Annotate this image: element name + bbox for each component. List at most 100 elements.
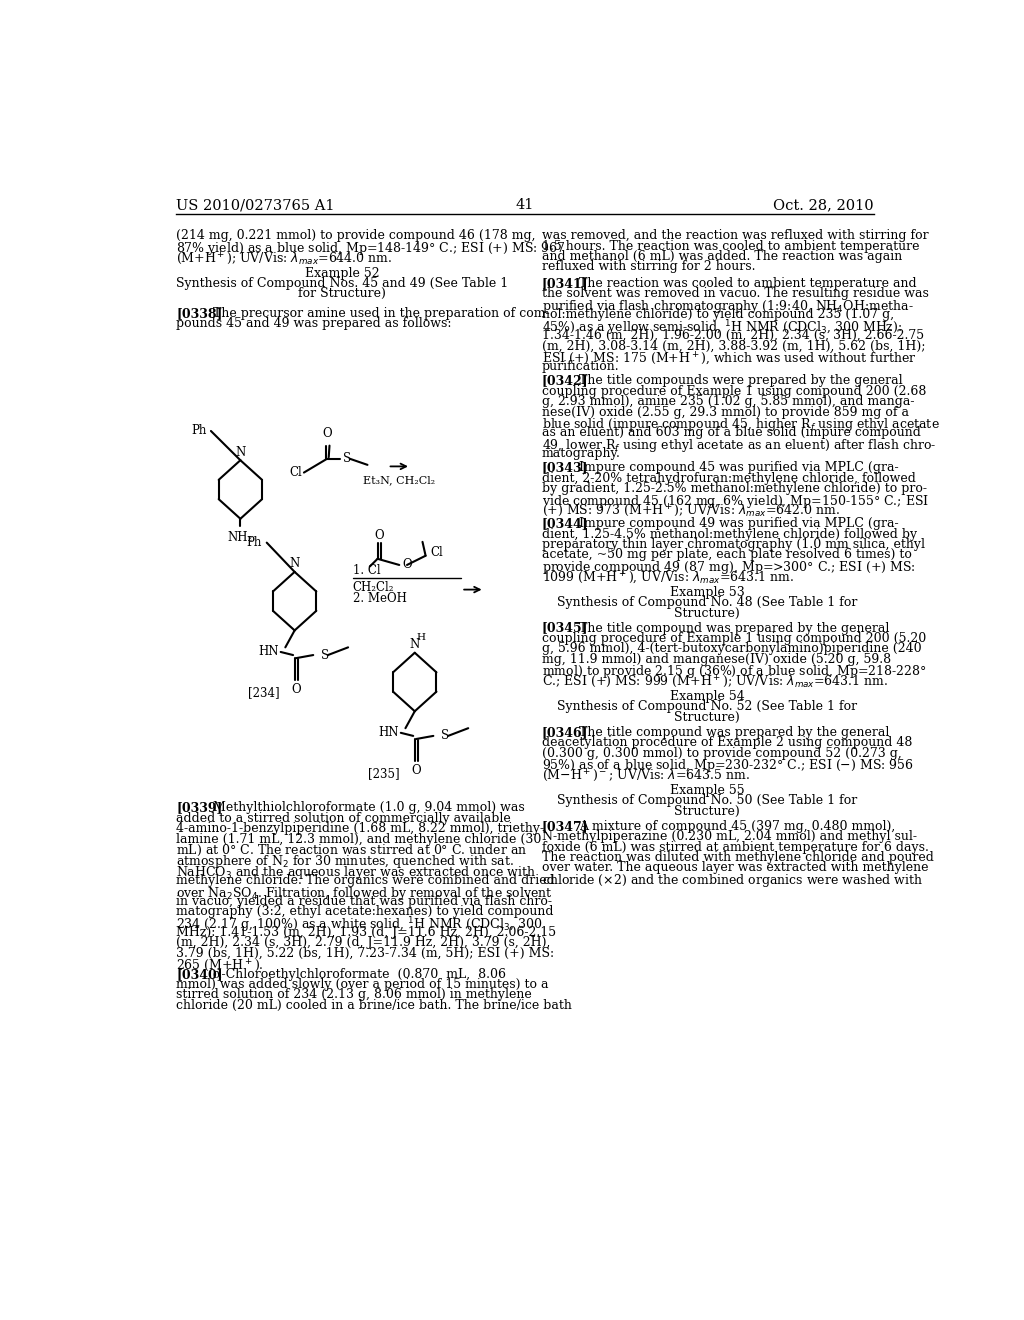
Text: Ph: Ph bbox=[247, 536, 262, 549]
Text: O: O bbox=[292, 682, 301, 696]
Text: N: N bbox=[290, 557, 300, 570]
Text: nol:methylene chloride) to yield compound 235 (1.07 g,: nol:methylene chloride) to yield compoun… bbox=[542, 308, 894, 321]
Text: US 2010/0273765 A1: US 2010/0273765 A1 bbox=[176, 198, 335, 213]
Text: refluxed with stirring for 2 hours.: refluxed with stirring for 2 hours. bbox=[542, 260, 756, 273]
Text: 87% yield) as a blue solid, Mp=148-149$\degree$ C.; ESI (+) MS: 967: 87% yield) as a blue solid, Mp=148-149$\… bbox=[176, 240, 565, 256]
Text: [0347]: [0347] bbox=[542, 820, 589, 833]
Text: (m, 2H), 2.34 (s, 3H), 2.79 (d, J=11.9 Hz, 2H), 3.79 (s, 2H),: (m, 2H), 2.34 (s, 3H), 2.79 (d, J=11.9 H… bbox=[176, 936, 551, 949]
Text: Synthesis of Compound No. 52 (See Table 1 for: Synthesis of Compound No. 52 (See Table … bbox=[557, 701, 857, 714]
Text: HN: HN bbox=[379, 726, 399, 739]
Text: [0342]: [0342] bbox=[542, 375, 589, 387]
Text: Cl: Cl bbox=[290, 466, 302, 479]
Text: [0345]: [0345] bbox=[542, 622, 589, 635]
Text: [235]: [235] bbox=[368, 767, 399, 780]
Text: O: O bbox=[375, 529, 384, 543]
Text: 265 (M+H$^+$).: 265 (M+H$^+$). bbox=[176, 957, 264, 974]
Text: mg, 11.9 mmol) and manganese(IV) oxide (5.20 g, 59.8: mg, 11.9 mmol) and manganese(IV) oxide (… bbox=[542, 653, 891, 665]
Text: blue solid (impure compound 45, higher R$_f$ using ethyl acetate: blue solid (impure compound 45, higher R… bbox=[542, 416, 940, 433]
Text: [0346]: [0346] bbox=[542, 726, 589, 739]
Text: preparatory thin layer chromatography (1.0 mm silica, ethyl: preparatory thin layer chromatography (1… bbox=[542, 539, 925, 550]
Text: Impure compound 45 was purified via MPLC (gra-: Impure compound 45 was purified via MPLC… bbox=[579, 462, 899, 474]
Text: MHz): 1.41-1.53 (m, 2H), 1.93 (d, J=11.6 Hz, 2H), 2.06-2.15: MHz): 1.41-1.53 (m, 2H), 1.93 (d, J=11.6… bbox=[176, 927, 556, 939]
Text: and methanol (6 mL) was added. The reaction was again: and methanol (6 mL) was added. The react… bbox=[542, 249, 902, 263]
Text: (0.300 g, 0.300 mmol) to provide compound 52 (0.273 g,: (0.300 g, 0.300 mmol) to provide compoun… bbox=[542, 747, 901, 760]
Text: atmosphere of N$_2$ for 30 minutes, quenched with sat.: atmosphere of N$_2$ for 30 minutes, quen… bbox=[176, 853, 514, 870]
Text: acetate, ~50 mg per plate, each plate resolved 6 times) to: acetate, ~50 mg per plate, each plate re… bbox=[542, 548, 911, 561]
Text: 1.34-1.46 (m, 2H), 1.96-2.00 (m, 2H), 2.34 (s, 3H), 2.66-2.75: 1.34-1.46 (m, 2H), 1.96-2.00 (m, 2H), 2.… bbox=[542, 329, 924, 342]
Text: Structure): Structure) bbox=[674, 607, 739, 619]
Text: foxide (6 mL) was stirred at ambient temperature for 6 days.: foxide (6 mL) was stirred at ambient tem… bbox=[542, 841, 929, 854]
Text: chloride (20 mL) cooled in a brine/ice bath. The brine/ice bath: chloride (20 mL) cooled in a brine/ice b… bbox=[176, 999, 572, 1012]
Text: O: O bbox=[412, 763, 421, 776]
Text: The title compounds were prepared by the general: The title compounds were prepared by the… bbox=[579, 375, 903, 387]
Text: N: N bbox=[236, 446, 246, 459]
Text: H: H bbox=[417, 634, 425, 642]
Text: by gradient, 1.25-2.5% methanol:methylene chloride) to pro-: by gradient, 1.25-2.5% methanol:methylen… bbox=[542, 482, 927, 495]
Text: S: S bbox=[321, 648, 329, 661]
Text: mmol) was added slowly (over a period of 15 minutes) to a: mmol) was added slowly (over a period of… bbox=[176, 978, 549, 991]
Text: The title compound was prepared by the general: The title compound was prepared by the g… bbox=[579, 622, 890, 635]
Text: O: O bbox=[323, 428, 332, 441]
Text: The title compound was prepared by the general: The title compound was prepared by the g… bbox=[579, 726, 890, 739]
Text: over Na$_2$SO$_4$. Filtration, followed by removal of the solvent: over Na$_2$SO$_4$. Filtration, followed … bbox=[176, 884, 553, 902]
Text: (214 mg, 0.221 mmol) to provide compound 46 (178 mg,: (214 mg, 0.221 mmol) to provide compound… bbox=[176, 230, 536, 243]
Text: ESI (+) MS: 175 (M+H$^+$), which was used without further: ESI (+) MS: 175 (M+H$^+$), which was use… bbox=[542, 350, 916, 367]
Text: the solvent was removed in vacuo. The resulting residue was: the solvent was removed in vacuo. The re… bbox=[542, 288, 929, 301]
Text: [0344]: [0344] bbox=[542, 517, 589, 531]
Text: was removed, and the reaction was refluxed with stirring for: was removed, and the reaction was reflux… bbox=[542, 230, 929, 243]
Text: Methylthiolchloroformate (1.0 g, 9.04 mmol) was: Methylthiolchloroformate (1.0 g, 9.04 mm… bbox=[213, 801, 525, 814]
Text: The reaction was cooled to ambient temperature and: The reaction was cooled to ambient tempe… bbox=[579, 277, 916, 290]
Text: vide compound 45 (162 mg, 6% yield), Mp=150-155$\degree$ C.; ESI: vide compound 45 (162 mg, 6% yield), Mp=… bbox=[542, 492, 929, 510]
Text: mmol) to provide 2.15 g (36%) of a blue solid, Mp=218-228$\degree$: mmol) to provide 2.15 g (36%) of a blue … bbox=[542, 663, 927, 680]
Text: coupling procedure of Example 1 using compound 200 (5.20: coupling procedure of Example 1 using co… bbox=[542, 632, 926, 645]
Text: as an eluent) and 603 mg of a blue solid (impure compound: as an eluent) and 603 mg of a blue solid… bbox=[542, 426, 921, 440]
Text: N: N bbox=[410, 638, 420, 651]
Text: 45%) as a yellow semi-solid, $^1$H NMR (CDCl$_3$, 300 MHz):: 45%) as a yellow semi-solid, $^1$H NMR (… bbox=[542, 318, 902, 338]
Text: The reaction was diluted with methylene chloride and poured: The reaction was diluted with methylene … bbox=[542, 851, 934, 865]
Text: (+) MS: 973 (M+H$^+$); UV/Vis: $\lambda_{max}$=642.0 nm.: (+) MS: 973 (M+H$^+$); UV/Vis: $\lambda_… bbox=[542, 503, 840, 520]
Text: dient, 1.25-4.5% methanol:methylene chloride) followed by: dient, 1.25-4.5% methanol:methylene chlo… bbox=[542, 528, 916, 541]
Text: coupling procedure of Example 1 using compound 200 (2.68: coupling procedure of Example 1 using co… bbox=[542, 385, 927, 397]
Text: Structure): Structure) bbox=[674, 805, 739, 818]
Text: Example 53: Example 53 bbox=[670, 586, 744, 599]
Text: O: O bbox=[402, 558, 412, 572]
Text: Synthesis of Compound Nos. 45 and 49 (See Table 1: Synthesis of Compound Nos. 45 and 49 (Se… bbox=[176, 277, 508, 290]
Text: N-methylpiperazine (0.230 mL, 2.04 mmol) and methyl sul-: N-methylpiperazine (0.230 mL, 2.04 mmol)… bbox=[542, 830, 916, 843]
Text: 95%) as of a blue solid, Mp=230-232$\degree$ C.; ESI ($-$) MS: 956: 95%) as of a blue solid, Mp=230-232$\deg… bbox=[542, 758, 913, 774]
Text: [0338]: [0338] bbox=[176, 308, 222, 319]
Text: provide compound 49 (87 mg), Mp=>300$\degree$ C.; ESI (+) MS:: provide compound 49 (87 mg), Mp=>300$\de… bbox=[542, 558, 915, 576]
Text: Synthesis of Compound No. 50 (See Table 1 for: Synthesis of Compound No. 50 (See Table … bbox=[557, 795, 857, 808]
Text: NaHCO$_3$ and the aqueous layer was extracted once with: NaHCO$_3$ and the aqueous layer was extr… bbox=[176, 863, 536, 880]
Text: nese(IV) oxide (2.55 g, 29.3 mmol) to provide 859 mg of a: nese(IV) oxide (2.55 g, 29.3 mmol) to pr… bbox=[542, 405, 909, 418]
Text: for Structure): for Structure) bbox=[298, 288, 386, 301]
Text: (M$-$H$^+$)$^-$; UV/Vis: $\lambda$=643.5 nm.: (M$-$H$^+$)$^-$; UV/Vis: $\lambda$=643.5… bbox=[542, 767, 750, 784]
Text: lamine (1.71 mL, 12.3 mmol), and methylene chloride (30: lamine (1.71 mL, 12.3 mmol), and methyle… bbox=[176, 833, 542, 846]
Text: NH₂: NH₂ bbox=[227, 531, 253, 544]
Text: Structure): Structure) bbox=[674, 711, 739, 723]
Text: Ph: Ph bbox=[190, 425, 206, 437]
Text: dient, 2-20% tetrahydrofuran:methylene chloride, followed: dient, 2-20% tetrahydrofuran:methylene c… bbox=[542, 471, 915, 484]
Text: Example 54: Example 54 bbox=[670, 690, 744, 704]
Text: Et₃N, CH₂Cl₂: Et₃N, CH₂Cl₂ bbox=[364, 475, 435, 486]
Text: Example 55: Example 55 bbox=[670, 784, 744, 797]
Text: [0340]: [0340] bbox=[176, 968, 222, 981]
Text: 3.79 (bs, 1H), 5.22 (bs, 1H), 7.23-7.34 (m, 5H); ESI (+) MS:: 3.79 (bs, 1H), 5.22 (bs, 1H), 7.23-7.34 … bbox=[176, 946, 554, 960]
Text: 2. MeOH: 2. MeOH bbox=[352, 591, 407, 605]
Text: methylene chloride. The organics were combined and dried: methylene chloride. The organics were co… bbox=[176, 874, 555, 887]
Text: 49, lower R$_f$ using ethyl acetate as an eluent) after flash chro-: 49, lower R$_f$ using ethyl acetate as a… bbox=[542, 437, 936, 454]
Text: Impure compound 49 was purified via MPLC (gra-: Impure compound 49 was purified via MPLC… bbox=[579, 517, 899, 531]
Text: 1099 (M+H$^+$), UV/Vis: $\lambda_{max}$=643.1 nm.: 1099 (M+H$^+$), UV/Vis: $\lambda_{max}$=… bbox=[542, 569, 794, 586]
Text: Synthesis of Compound No. 48 (See Table 1 for: Synthesis of Compound No. 48 (See Table … bbox=[557, 597, 857, 609]
Text: (M+H$^+$); UV/Vis: $\lambda_{max}$=644.0 nm.: (M+H$^+$); UV/Vis: $\lambda_{max}$=644.0… bbox=[176, 249, 392, 267]
Text: 41: 41 bbox=[516, 198, 534, 213]
Text: chloride ($\times$2) and the combined organics were washed with: chloride ($\times$2) and the combined or… bbox=[542, 871, 923, 888]
Text: matography.: matography. bbox=[542, 447, 621, 461]
Text: α-Chloroethylchloroformate  (0.870  mL,  8.06: α-Chloroethylchloroformate (0.870 mL, 8.… bbox=[213, 968, 506, 981]
Text: 4-amino-1-benzylpiperidine (1.68 mL, 8.22 mmol), triethy-: 4-amino-1-benzylpiperidine (1.68 mL, 8.2… bbox=[176, 822, 544, 836]
Text: Example 52: Example 52 bbox=[304, 267, 379, 280]
Text: CH₂Cl₂: CH₂Cl₂ bbox=[352, 581, 394, 594]
Text: matography (3:2, ethyl acetate:hexanes) to yield compound: matography (3:2, ethyl acetate:hexanes) … bbox=[176, 906, 554, 919]
Text: (m, 2H), 3.08-3.14 (m, 2H), 3.88-3.92 (m, 1H), 5.62 (bs, 1H);: (m, 2H), 3.08-3.14 (m, 2H), 3.88-3.92 (m… bbox=[542, 339, 926, 352]
Text: added to a stirred solution of commercially available: added to a stirred solution of commercia… bbox=[176, 812, 511, 825]
Text: 1. Cl: 1. Cl bbox=[352, 564, 380, 577]
